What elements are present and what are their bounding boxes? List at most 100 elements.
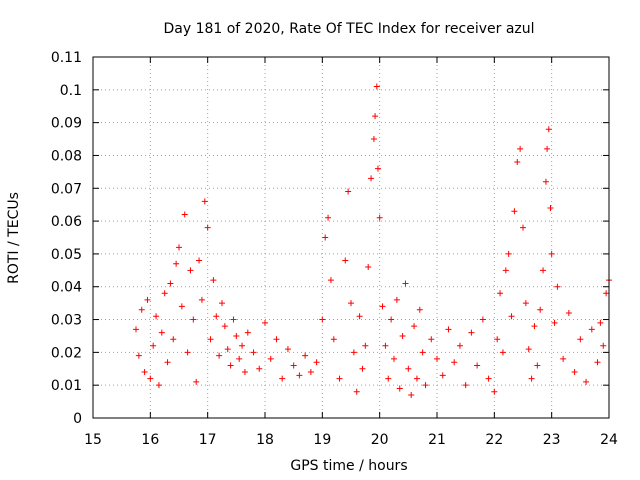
data-point — [485, 375, 492, 382]
axis-ticks: 15 16 17 18 19 20 21 22 23 24 0 0.01 0.02 0.03 0.04 0.0… — [51, 50, 618, 448]
x-tick-label: 20 — [371, 432, 389, 448]
data-point — [236, 355, 243, 362]
data-point — [365, 264, 372, 271]
data-point — [451, 359, 458, 366]
data-point — [141, 369, 148, 376]
data-point — [408, 392, 415, 399]
data-point — [428, 336, 435, 343]
data-point — [393, 296, 400, 303]
data-point — [391, 355, 397, 362]
data-point — [434, 355, 440, 362]
y-tick-label: 0.02 — [51, 345, 82, 361]
data-point — [207, 336, 214, 343]
data-point — [224, 346, 231, 353]
data-point — [138, 306, 145, 313]
y-tick-label: 0.01 — [51, 378, 82, 394]
data-point — [491, 388, 498, 395]
data-point — [399, 332, 406, 339]
data-point — [373, 83, 380, 90]
data-point — [456, 342, 463, 349]
data-point — [150, 342, 157, 349]
data-point — [368, 175, 375, 182]
y-tick-label: 0.07 — [51, 181, 82, 197]
x-axis-label: GPS time / hours — [290, 458, 407, 474]
data-point — [571, 369, 578, 376]
data-point — [374, 165, 381, 172]
grid — [93, 57, 609, 418]
data-point — [302, 352, 309, 359]
data-point — [345, 188, 352, 195]
data-point — [528, 375, 535, 382]
data-point — [388, 316, 395, 323]
y-tick-label: 0.05 — [51, 247, 82, 263]
data-point — [216, 352, 223, 359]
data-point — [313, 359, 320, 366]
data-point — [603, 290, 610, 297]
data-point — [554, 283, 561, 290]
data-point — [330, 336, 337, 343]
data-point — [511, 208, 518, 215]
data-point — [173, 260, 180, 267]
plot-frame — [92, 56, 610, 419]
data-point — [170, 336, 177, 343]
chart-title: Day 181 of 2020, Rate Of TEC Index for r… — [163, 21, 534, 37]
data-point — [505, 250, 512, 257]
data-point — [322, 234, 329, 241]
data-point — [411, 323, 418, 330]
data-point — [279, 375, 286, 382]
data-point — [514, 159, 521, 166]
data-point — [190, 316, 197, 323]
data-point — [385, 375, 392, 382]
y-tick-label: 0.06 — [51, 214, 82, 230]
y-tick-label: 0.09 — [51, 116, 82, 132]
x-tick-label: 23 — [543, 432, 561, 448]
data-point — [178, 303, 185, 310]
data-point — [153, 313, 160, 320]
data-point — [370, 136, 377, 143]
data-point — [439, 372, 446, 379]
data-point — [419, 349, 426, 356]
data-point — [382, 342, 389, 349]
data-point — [219, 300, 225, 307]
data-point — [181, 211, 188, 218]
x-tick-label: 24 — [600, 432, 618, 448]
data-point — [147, 375, 154, 382]
data-point — [144, 296, 151, 303]
x-tick-label: 17 — [199, 432, 217, 448]
data-point — [405, 365, 412, 372]
data-point — [348, 300, 354, 307]
data-point — [135, 352, 142, 359]
data-point — [241, 369, 248, 376]
data-point — [372, 113, 379, 120]
data-point — [551, 319, 558, 326]
data-point — [396, 385, 403, 392]
data-point — [548, 250, 555, 257]
y-tick-label: 0 — [73, 411, 82, 427]
x-tick-label: 22 — [485, 432, 503, 448]
data-point — [594, 359, 601, 366]
y-tick-label: 0.04 — [51, 280, 82, 296]
data-point — [325, 214, 332, 221]
data-point — [187, 267, 194, 274]
data-point — [307, 369, 314, 376]
data-point — [362, 342, 369, 349]
y-axis-label: ROTI / TECUs — [6, 192, 22, 284]
data-point — [402, 280, 409, 287]
data-point — [547, 204, 554, 211]
y-tick-label: 0.1 — [60, 83, 82, 99]
data-point — [193, 378, 200, 385]
data-point — [176, 244, 182, 251]
data-point — [416, 306, 423, 313]
data-point — [284, 346, 291, 353]
data-point — [201, 198, 208, 205]
data-point — [445, 326, 452, 333]
data-point — [204, 224, 211, 231]
data-point — [588, 326, 595, 333]
data-point — [327, 277, 334, 284]
data-point — [296, 372, 303, 379]
data-point — [256, 365, 263, 372]
data-point — [155, 382, 162, 389]
data-point — [479, 316, 486, 323]
data-point — [508, 313, 515, 320]
data-point — [583, 378, 590, 385]
